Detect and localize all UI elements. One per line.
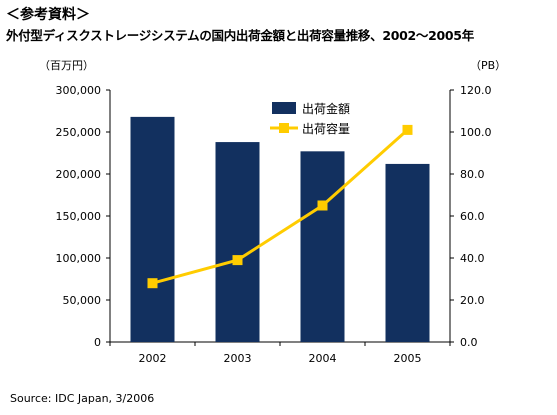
left-axis-unit: （百万円） xyxy=(39,59,94,72)
legend-line-marker xyxy=(279,123,289,133)
bar xyxy=(130,116,175,342)
x-tick-label: 2003 xyxy=(224,352,252,365)
left-tick-label: 50,000 xyxy=(63,294,102,307)
left-tick-label: 300,000 xyxy=(56,84,102,97)
right-tick-label: 60.0 xyxy=(460,210,485,223)
right-tick-label: 120.0 xyxy=(460,84,492,97)
right-tick-label: 80.0 xyxy=(460,168,485,181)
x-tick-label: 2002 xyxy=(139,352,167,365)
legend-bar-swatch xyxy=(272,102,296,114)
bar xyxy=(385,163,430,342)
left-tick-label: 0 xyxy=(94,336,101,349)
capacity-line xyxy=(152,128,409,285)
line-point xyxy=(147,278,158,289)
left-tick-label: 200,000 xyxy=(56,168,102,181)
right-tick-label: 20.0 xyxy=(460,294,485,307)
reference-heading: ＜参考資料＞ xyxy=(6,7,90,23)
bar xyxy=(215,142,260,342)
line-point xyxy=(232,255,243,266)
line-series xyxy=(147,124,413,289)
source-note: Source: IDC Japan, 3/2006 xyxy=(10,392,155,405)
left-tick-label: 250,000 xyxy=(56,126,102,139)
legend-line-label: 出荷容量 xyxy=(302,121,350,136)
right-tick-label: 40.0 xyxy=(460,252,485,265)
tick-labels: 0 50,000 100,000 150,000 200,000 250,000 300,0… xyxy=(56,84,492,365)
line-point xyxy=(317,200,328,211)
legend-bar-label: 出荷金額 xyxy=(302,101,350,116)
right-tick-label: 0.0 xyxy=(460,336,478,349)
x-tick-label: 2004 xyxy=(309,352,337,365)
line-point xyxy=(402,124,413,135)
left-tick-label: 150,000 xyxy=(56,210,102,223)
left-tick-label: 100,000 xyxy=(56,252,102,265)
bar xyxy=(300,151,345,342)
right-tick-label: 100.0 xyxy=(460,126,492,139)
chart-title: 外付型ディスクストレージシステムの国内出荷金額と出荷容量推移、2002～2005… xyxy=(6,28,474,43)
x-tick-label: 2005 xyxy=(394,352,422,365)
bar-series xyxy=(130,116,430,342)
right-axis-unit: （PB） xyxy=(470,59,507,72)
